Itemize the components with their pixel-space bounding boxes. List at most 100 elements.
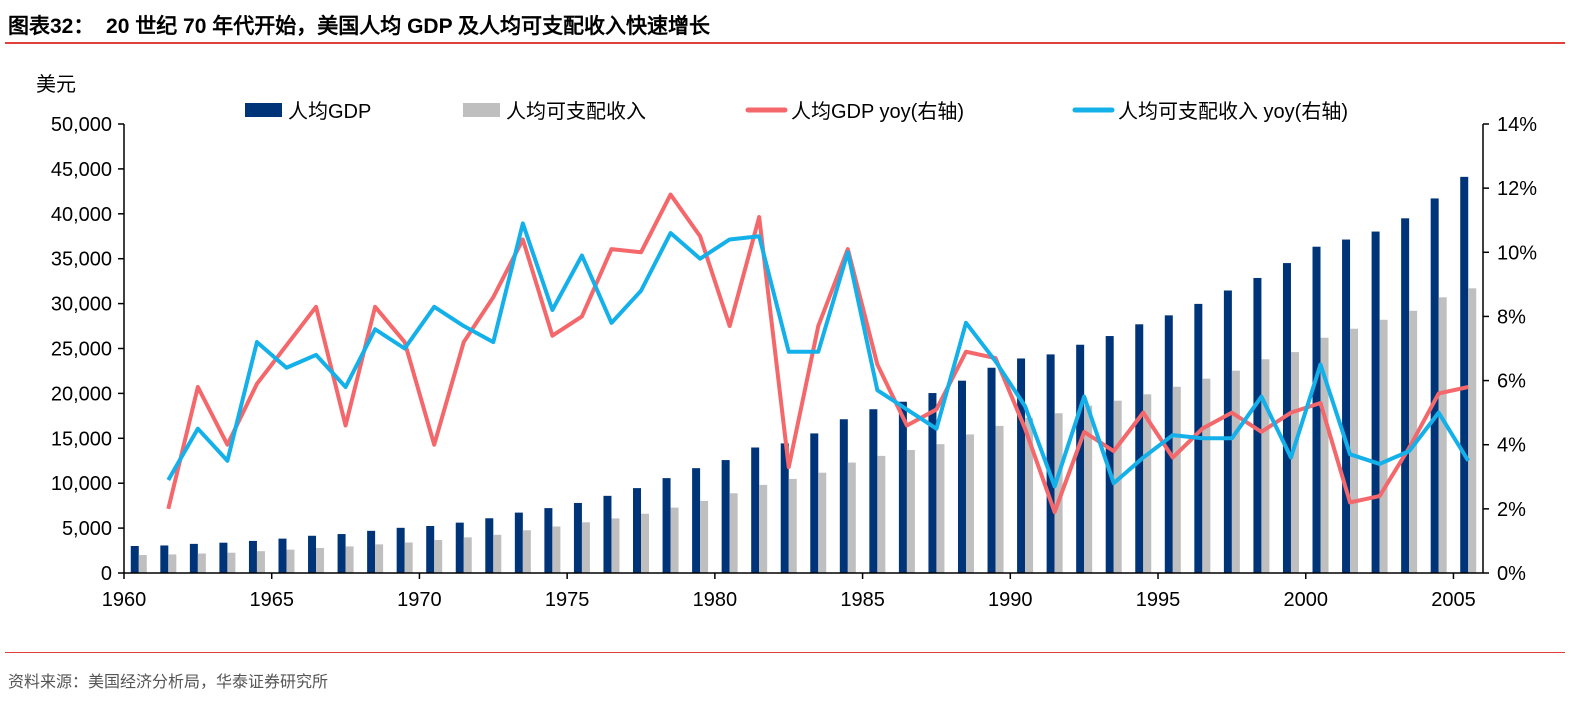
legend-label: 人均可支配收入 yoy(右轴) [1118, 100, 1348, 123]
bar-gdp-2004 [1430, 198, 1439, 573]
bar-income-1994 [1143, 394, 1152, 573]
bar-income-1973 [522, 530, 531, 573]
bar-income-1974 [552, 526, 561, 573]
bar-gdp-2005 [1460, 176, 1469, 574]
left-tick-label: 35,000 [51, 249, 112, 271]
bar-gdp-1972 [485, 518, 494, 573]
legend-label: 人均可支配收入 [506, 100, 646, 123]
bar-gdp-1988 [957, 380, 966, 573]
bar-income-1982 [788, 478, 797, 573]
x-tick-label: 1985 [840, 589, 885, 611]
bar-income-1997 [1231, 370, 1240, 573]
left-tick-label: 0 [101, 563, 112, 585]
bar-income-1967 [345, 546, 354, 573]
bar-income-1969 [404, 542, 413, 573]
bar-gdp-1990 [1017, 358, 1026, 573]
bar-gdp-1993 [1105, 336, 1114, 573]
bar-income-1979 [700, 500, 709, 573]
bar-gdp-1961 [160, 545, 169, 573]
bar-gdp-2002 [1371, 231, 1380, 573]
bar-gdp-1998 [1253, 277, 1262, 573]
bar-income-1992 [1084, 405, 1093, 573]
right-tick-label: 10% [1497, 242, 1537, 264]
x-tick-label: 1980 [693, 589, 738, 611]
bar-income-1980 [729, 493, 738, 573]
bar-income-2001 [1350, 328, 1359, 573]
bar-gdp-1964 [248, 540, 257, 573]
bar-gdp-1969 [396, 527, 405, 573]
bar-gdp-1995 [1164, 315, 1173, 573]
right-tick-label: 4% [1497, 435, 1526, 457]
bar-income-1960 [138, 555, 147, 573]
x-tick-label: 1960 [102, 589, 147, 611]
bar-income-1983 [818, 472, 827, 573]
x-tick-label: 2000 [1283, 589, 1328, 611]
left-tick-label: 10,000 [51, 473, 112, 495]
bar-gdp-1962 [189, 543, 198, 573]
bar-income-1968 [375, 544, 384, 573]
bar-gdp-1970 [426, 525, 435, 573]
bar-gdp-1992 [1076, 344, 1085, 573]
right-tick-label: 14% [1497, 114, 1537, 136]
x-tick-label: 1995 [1136, 589, 1181, 611]
right-tick-label: 6% [1497, 371, 1526, 393]
bar-gdp-1965 [278, 538, 287, 573]
bar-gdp-1982 [780, 443, 789, 573]
left-axis-unit: 美元 [36, 72, 76, 96]
bar-gdp-1994 [1135, 324, 1144, 573]
bar-gdp-1966 [308, 535, 317, 573]
bar-gdp-1980 [721, 460, 730, 573]
line-gdp-yoy [166, 192, 1469, 515]
bar-gdp-1963 [219, 542, 228, 573]
bar-income-2000 [1320, 337, 1329, 573]
x-tick-label: 1965 [249, 589, 294, 611]
bar-gdp-1978 [662, 478, 671, 573]
left-tick-label: 15,000 [51, 428, 112, 450]
source-note: 资料来源：美国经济分析局，华泰证券研究所 [8, 672, 329, 691]
x-tick-label: 1990 [988, 589, 1033, 611]
bar-income-1996 [1202, 378, 1211, 573]
bar-gdp-1979 [692, 468, 701, 573]
left-tick-label: 30,000 [51, 294, 112, 316]
bar-gdp-1991 [1046, 354, 1055, 573]
bar-income-1978 [670, 507, 679, 573]
bar-gdp-1984 [839, 419, 848, 573]
bar-gdp-2001 [1342, 239, 1351, 573]
title-divider [5, 42, 1565, 44]
bar-gdp-1985 [869, 409, 878, 573]
right-tick-label: 8% [1497, 306, 1526, 328]
bar-gdp-1976 [603, 495, 612, 573]
x-tick-label: 1970 [397, 589, 442, 611]
bar-income-1985 [877, 455, 886, 573]
left-tick-label: 25,000 [51, 339, 112, 361]
bar-income-1989 [995, 425, 1004, 573]
bar-gdp-1974 [544, 508, 553, 573]
bar-gdp-1989 [987, 367, 996, 573]
bar-income-1993 [1113, 400, 1122, 573]
left-tick-label: 5,000 [62, 518, 112, 540]
left-tick-label: 20,000 [51, 383, 112, 405]
left-tick-label: 45,000 [51, 159, 112, 181]
bar-income-1964 [256, 551, 265, 573]
bar-income-1970 [434, 539, 443, 573]
x-tick-label: 2005 [1431, 589, 1476, 611]
chart-title: 图表32： 20 世纪 70 年代开始，美国人均 GDP 及人均可支配收入快速增… [8, 15, 711, 38]
bar-income-1984 [847, 462, 856, 573]
bar-income-1972 [493, 534, 502, 573]
left-tick-label: 50,000 [51, 114, 112, 136]
bar-gdp-1999 [1282, 263, 1291, 573]
bar-gdp-1967 [337, 534, 346, 573]
bar-gdp-1981 [751, 447, 760, 573]
bar-gdp-1977 [633, 488, 642, 573]
bar-gdp-1986 [898, 401, 907, 573]
bar-income-2004 [1438, 297, 1447, 573]
bar-gdp-1997 [1223, 290, 1232, 573]
bar-gdp-1968 [367, 530, 376, 573]
bar-gdp-1987 [928, 393, 937, 573]
bar-gdp-1960 [130, 545, 139, 573]
legend-label: 人均GDP [288, 100, 371, 123]
line-income-yoy [166, 221, 1470, 489]
right-tick-label: 0% [1497, 563, 1526, 585]
footer-divider [5, 652, 1565, 653]
